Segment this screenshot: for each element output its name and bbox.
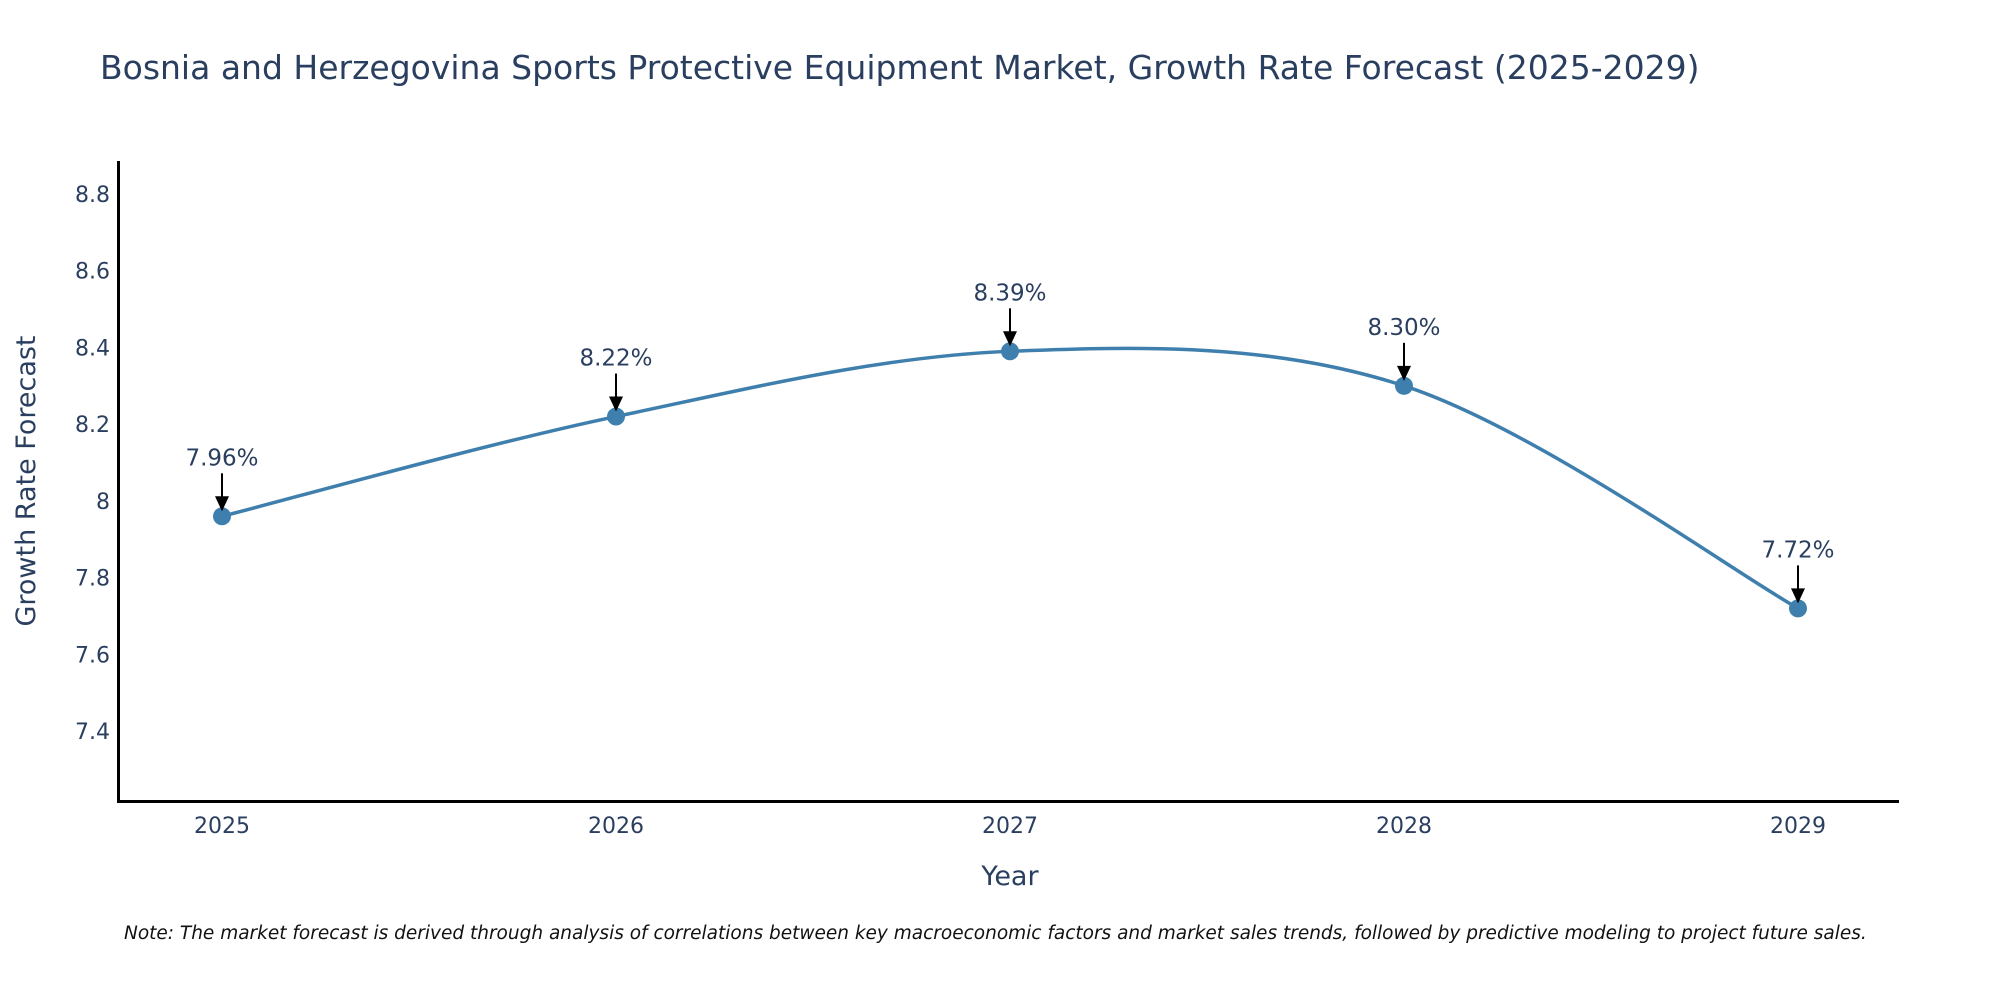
data-point: [213, 507, 231, 526]
footnote: Note: The market forecast is derived thr…: [124, 923, 1867, 944]
y-axis-ticks: 7.4 7.6 7.8 8 8.2 8.4 8.6 8.8: [75, 183, 110, 745]
x-tick-label: 2027: [982, 814, 1038, 839]
y-tick-label: 8.4: [75, 336, 110, 361]
x-tick-label: 2026: [588, 814, 644, 839]
y-tick-label: 7.6: [75, 643, 110, 668]
series-line: [221, 346, 1799, 610]
annotation-arrow-head: [1397, 365, 1411, 381]
y-tick-label: 8.8: [75, 183, 110, 208]
data-label: 7.96%: [185, 445, 258, 471]
y-tick-label: 8.2: [75, 413, 110, 438]
x-tick-label: 2029: [1770, 814, 1826, 839]
data-label: 8.30%: [1367, 315, 1440, 341]
x-axis-title: Year: [980, 861, 1039, 892]
data-points: [213, 342, 1807, 618]
x-tick-label: 2025: [194, 814, 250, 839]
y-tick-label: 7.8: [75, 567, 110, 592]
data-labels: 7.96% 8.22% 8.39% 8.30% 7.72%: [185, 280, 1835, 604]
y-tick-label: 8.6: [75, 260, 110, 285]
data-label: 8.22%: [579, 346, 652, 372]
data-point: [1001, 342, 1019, 361]
y-axis-title: Growth Rate Forecast: [11, 335, 42, 626]
chart-title: Bosnia and Herzegovina Sports Protective…: [100, 48, 1700, 87]
data-point: [607, 407, 625, 426]
annotation-arrow-head: [1791, 588, 1805, 604]
y-tick-label: 8: [96, 490, 110, 515]
data-point: [1395, 376, 1413, 395]
y-tick-label: 7.4: [75, 720, 110, 745]
data-label: 7.72%: [1761, 537, 1834, 563]
annotation-arrow-head: [215, 496, 229, 512]
data-label: 8.39%: [973, 280, 1046, 306]
data-point: [1789, 599, 1807, 618]
x-tick-label: 2028: [1376, 814, 1432, 839]
annotation-arrow-head: [1003, 331, 1017, 347]
x-axis-ticks: 2025 2026 2027 2028 2029: [194, 814, 1826, 839]
annotation-arrow-head: [609, 396, 623, 412]
